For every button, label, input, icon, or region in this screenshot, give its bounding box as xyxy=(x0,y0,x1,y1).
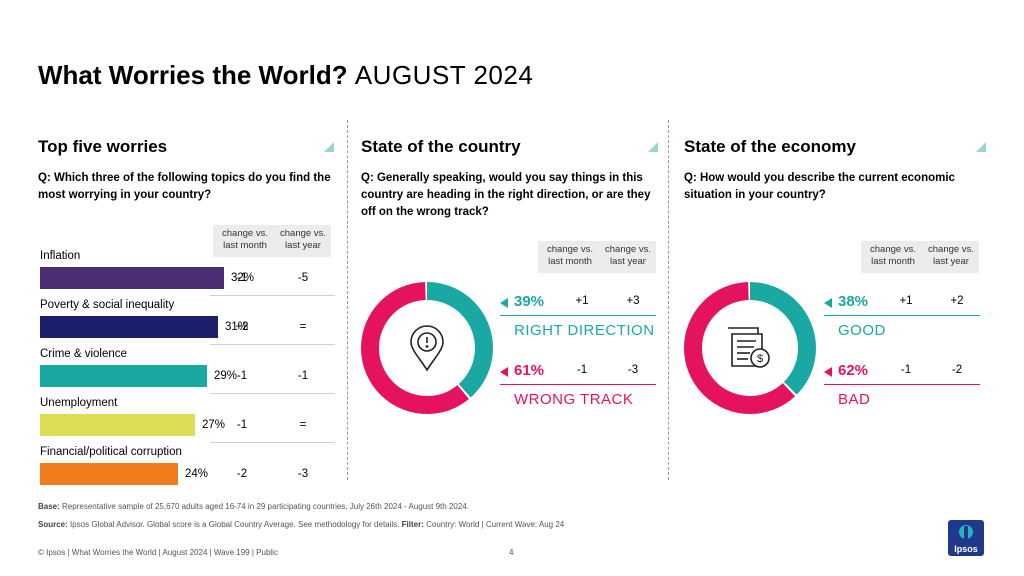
stat-percent: 62% xyxy=(838,362,869,379)
stat-label: GOOD xyxy=(838,322,886,339)
change-month-value: -1 xyxy=(236,272,248,284)
change-year-value: +2 xyxy=(950,295,964,307)
worry-bar-poverty-social-inequality xyxy=(40,316,218,338)
corner-triangle-icon xyxy=(648,142,658,152)
page-number: 4 xyxy=(509,548,514,557)
location-alert-icon xyxy=(410,325,444,372)
title-date: AUGUST 2024 xyxy=(354,60,534,90)
base-text: Representative sample of 25,670 adults a… xyxy=(62,502,469,511)
donut-slice-wrong-track xyxy=(361,282,493,414)
section-title-worries: Top five worries xyxy=(38,137,168,156)
change-year-header: change vs. last year xyxy=(280,228,326,251)
worry-label-inflation: Inflation xyxy=(40,250,81,262)
stat-underline xyxy=(500,384,656,385)
worry-label-financial-political-corruption: Financial/political corruption xyxy=(40,446,182,458)
change-month-value: -2 xyxy=(236,468,248,480)
change-year-header: change vs. last year xyxy=(605,244,651,267)
stat-percent: 61% xyxy=(514,362,545,379)
change-month-header: change vs. last month xyxy=(547,244,593,267)
donut-chart: $ xyxy=(684,282,816,414)
change-year-value: -3 xyxy=(627,364,639,376)
logo-mark-icon xyxy=(959,525,973,540)
change-header-worries: change vs. last month change vs. last ye… xyxy=(213,225,331,257)
change-month-value: -1 xyxy=(236,419,248,431)
footer-source: Source: Ipsos Global Advisor. Global sco… xyxy=(38,520,564,529)
change-month-value: +1 xyxy=(899,295,913,307)
stat-underline xyxy=(824,315,980,316)
change-year-value: -2 xyxy=(951,364,963,376)
worry-label-crime-violence: Crime & violence xyxy=(40,348,127,360)
stat-label: BAD xyxy=(838,391,871,408)
change-year-value: = xyxy=(299,419,307,431)
stat-underline xyxy=(500,315,656,316)
donut-slice-good xyxy=(684,282,816,414)
change-year-value: -3 xyxy=(297,468,309,480)
worry-bar-unemployment xyxy=(40,414,195,436)
row-divider xyxy=(210,295,335,296)
change-year-value: = xyxy=(299,321,307,333)
change-month-value: -1 xyxy=(900,364,912,376)
pointer-triangle-icon xyxy=(824,298,832,308)
title-bold: What Worries the World? xyxy=(38,60,348,90)
worry-bar-inflation xyxy=(40,267,224,289)
change-year-value: -1 xyxy=(297,370,309,382)
donut-chart xyxy=(361,282,493,414)
donut-slice-bad xyxy=(684,282,816,414)
footer-base: Base: Representative sample of 25,670 ad… xyxy=(38,502,469,511)
change-month-header: change vs. last month xyxy=(222,228,268,251)
corner-triangle-icon xyxy=(324,142,334,152)
worry-bar-financial-political-corruption xyxy=(40,463,178,485)
worry-value-label: 31% xyxy=(225,321,249,333)
corner-triangle-icon xyxy=(976,142,986,152)
ipsos-logo: Ipsos xyxy=(948,520,984,556)
pointer-triangle-icon xyxy=(500,367,508,377)
worry-bar-crime-violence xyxy=(40,365,207,387)
worry-value-label: 32% xyxy=(231,272,255,284)
worry-label-unemployment: Unemployment xyxy=(40,397,118,409)
source-label: Source: xyxy=(38,520,68,529)
svg-text:$: $ xyxy=(757,353,763,365)
worry-value-label: 27% xyxy=(202,419,226,431)
donut-slice-right-direction xyxy=(361,282,493,414)
pointer-triangle-icon xyxy=(500,298,508,308)
change-year-header: change vs. last year xyxy=(928,244,974,267)
question-country: Q: Generally speaking, would you say thi… xyxy=(361,172,651,218)
change-year-value: -5 xyxy=(297,272,309,284)
page-title: What Worries the World? AUGUST 2024 xyxy=(38,60,533,91)
change-month-value: -1 xyxy=(236,370,248,382)
base-label: Base: xyxy=(38,502,60,511)
footer-copyright: © Ipsos | What Worries the World | Augus… xyxy=(38,548,278,557)
section-title-country: State of the country xyxy=(361,137,521,156)
column-divider-2 xyxy=(668,120,669,480)
stat-percent: 39% xyxy=(514,293,545,310)
column-divider-1 xyxy=(347,120,348,480)
question-worries: Q: Which three of the following topics d… xyxy=(38,172,331,201)
row-divider xyxy=(210,393,335,394)
stat-label: RIGHT DIRECTION xyxy=(514,322,655,339)
worry-label-poverty-social-inequality: Poverty & social inequality xyxy=(40,299,175,311)
stat-percent: 38% xyxy=(838,293,869,310)
stat-label: WRONG TRACK xyxy=(514,391,634,408)
change-header-country: change vs. last month change vs. last ye… xyxy=(538,241,656,273)
change-year-value: +3 xyxy=(626,295,640,307)
row-divider xyxy=(210,442,335,443)
logo-text: Ipsos xyxy=(954,544,978,554)
change-header-economy: change vs. last month change vs. last ye… xyxy=(861,241,979,273)
change-month-value: +2 xyxy=(235,321,249,333)
worry-value-label: 29% xyxy=(214,370,238,382)
source-text: Ipsos Global Advisor. Global score is a … xyxy=(70,520,400,529)
invoice-dollar-icon: $ xyxy=(728,327,770,368)
pointer-triangle-icon xyxy=(824,367,832,377)
change-month-value: -1 xyxy=(576,364,588,376)
question-economy: Q: How would you describe the current ec… xyxy=(684,172,955,201)
filter-text: Country: World | Current Wave: Aug 24 xyxy=(426,520,565,529)
stat-underline xyxy=(824,384,980,385)
filter-label: Filter: xyxy=(401,520,424,529)
change-month-value: +1 xyxy=(575,295,589,307)
change-month-header: change vs. last month xyxy=(870,244,916,267)
worry-value-label: 24% xyxy=(185,468,209,480)
row-divider xyxy=(210,344,335,345)
section-title-economy: State of the economy xyxy=(684,137,856,156)
